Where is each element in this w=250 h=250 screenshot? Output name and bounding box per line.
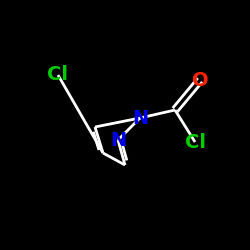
Text: N: N (132, 108, 148, 128)
Text: Cl: Cl (184, 132, 206, 152)
Text: Cl: Cl (48, 66, 68, 84)
Text: O: O (192, 70, 208, 90)
Text: N: N (110, 130, 126, 150)
